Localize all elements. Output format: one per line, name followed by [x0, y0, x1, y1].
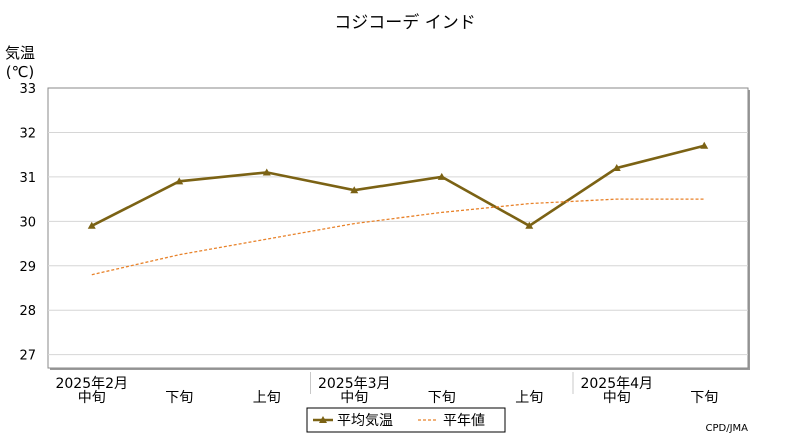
- x-tick-label: 下旬: [690, 390, 718, 406]
- y-axis-label-line2: (℃): [6, 63, 35, 81]
- x-tick-label: 中旬: [340, 390, 368, 406]
- data-point: [262, 168, 271, 176]
- data-point: [612, 164, 621, 171]
- y-tick-label: 30: [19, 215, 36, 230]
- y-tick-label: 32: [19, 126, 36, 141]
- legend-marker-average: [319, 416, 327, 423]
- y-tick-label: 31: [19, 171, 36, 186]
- data-point: [525, 221, 534, 229]
- x-tick-label: 上旬: [253, 390, 281, 406]
- y-axis-label-line1: 気温: [5, 44, 35, 62]
- x-tick-label: 下旬: [165, 390, 193, 406]
- y-tick-label: 28: [19, 304, 36, 319]
- x-tick-label: 中旬: [603, 390, 631, 406]
- x-tick-label: 下旬: [428, 390, 456, 406]
- data-point: [437, 172, 446, 180]
- legend-label-normal: 平年値: [443, 413, 485, 429]
- legend-box: [306, 407, 506, 433]
- chart-title: コジコーデ インド: [334, 12, 475, 33]
- y-tick-label: 29: [19, 260, 36, 275]
- x-tick-label: 上旬: [515, 390, 543, 406]
- series-line-average: [91, 144, 705, 228]
- data-point: [175, 177, 184, 185]
- data-point: [350, 186, 359, 194]
- y-tick-label: 33: [19, 82, 36, 97]
- month-label: 2025年4月: [580, 376, 653, 392]
- credit-label: CPD/JMA: [706, 423, 749, 434]
- series-line-normal: [91, 198, 705, 276]
- plot-area: [47, 87, 749, 369]
- y-tick-label: 27: [19, 349, 36, 364]
- data-point: [87, 221, 96, 229]
- month-label: 2025年3月: [318, 376, 391, 392]
- month-label: 2025年2月: [55, 376, 128, 392]
- data-point: [700, 141, 709, 149]
- x-tick-label: 中旬: [78, 390, 106, 406]
- legend-label-average: 平均気温: [337, 413, 393, 429]
